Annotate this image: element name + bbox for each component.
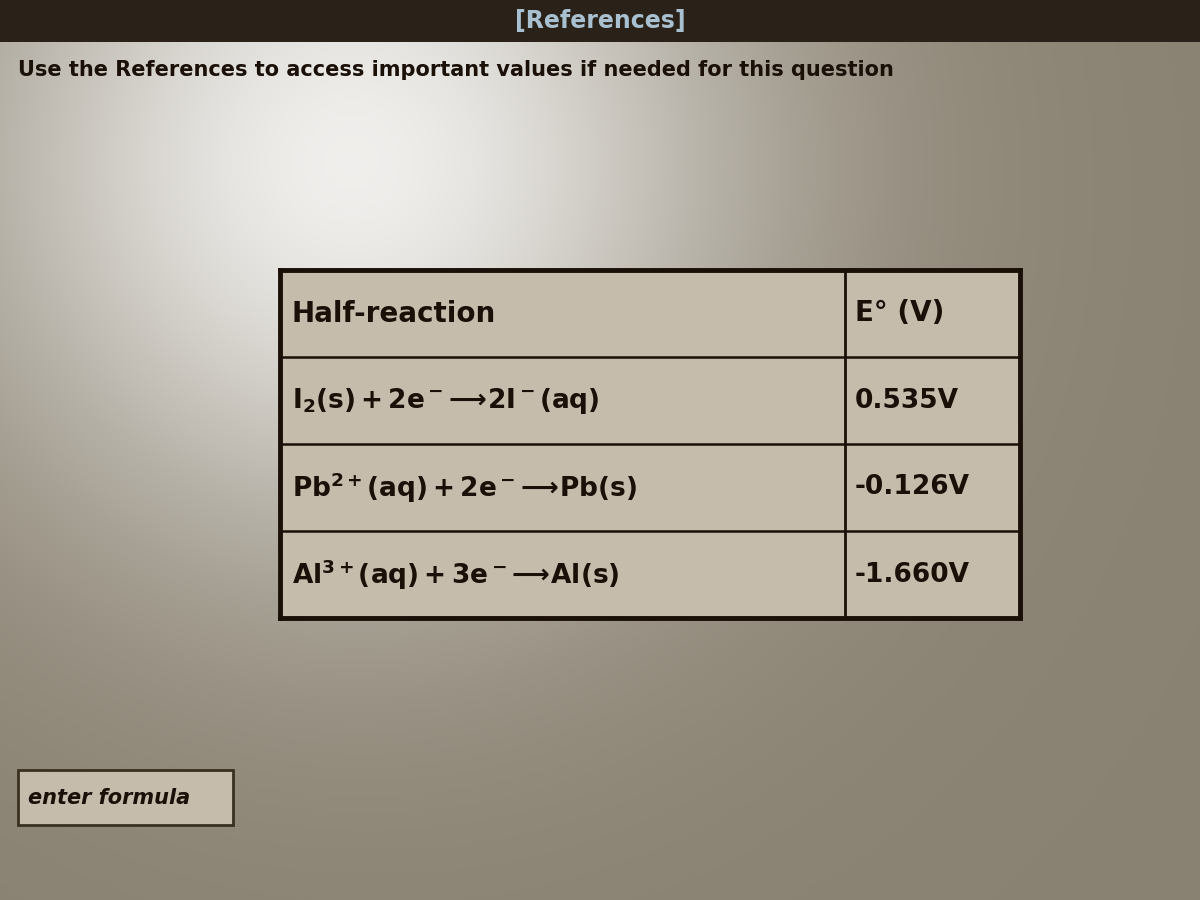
Text: 0.535V: 0.535V [854,388,959,413]
Text: $\mathbf{I_2(s) + 2e^- \!\longrightarrow\! 2I^-(aq)}$: $\mathbf{I_2(s) + 2e^- \!\longrightarrow… [292,385,600,416]
Bar [0,0,1200,42]
Text: Half-reaction: Half-reaction [292,300,497,328]
Text: -1.660V: -1.660V [854,562,970,588]
Text: Use the References to access important values if needed for this question: Use the References to access important v… [18,60,894,80]
Text: $\mathbf{Pb^{2+}(aq) + 2e^- \!\longrightarrow\! Pb(s)}$: $\mathbf{Pb^{2+}(aq) + 2e^- \!\longright… [292,470,637,505]
Bar [18,770,233,825]
Text: [References]: [References] [515,9,685,33]
Bar [280,270,1020,618]
Text: E° (V): E° (V) [854,300,944,328]
Text: enter formula: enter formula [28,788,191,807]
Text: -0.126V: -0.126V [854,474,970,500]
Text: $\mathbf{Al^{3+}(aq) + 3e^- \!\longrightarrow\! Al(s)}$: $\mathbf{Al^{3+}(aq) + 3e^- \!\longright… [292,557,619,592]
